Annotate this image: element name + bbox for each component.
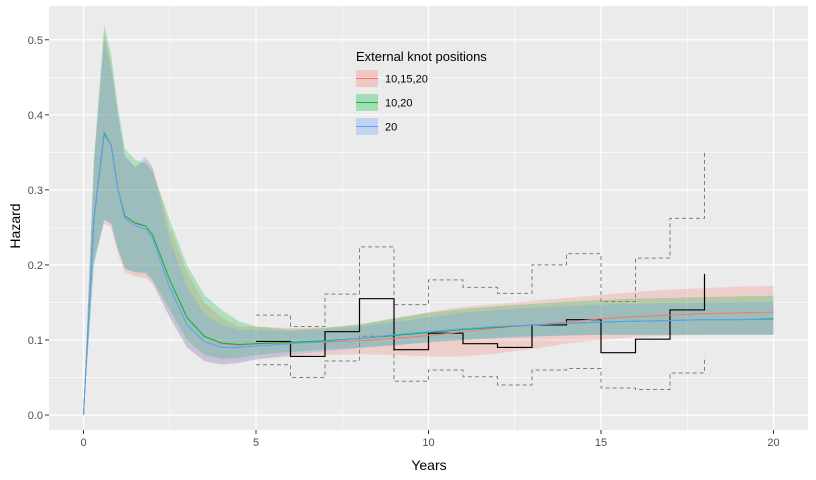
y-tick-label: 0.1	[28, 335, 43, 347]
empirical-ci-steps	[256, 150, 705, 390]
empirical-upper-step	[256, 150, 705, 327]
x-axis-ticks: 0 5 10 15 20	[80, 430, 780, 449]
y-tick-label: 0.4	[28, 110, 43, 122]
series-lines	[83, 131, 774, 416]
legend-item-10-15-20: 10,15,20	[356, 70, 428, 87]
x-tick-label: 20	[767, 437, 779, 449]
x-tick-label: 5	[253, 437, 259, 449]
x-tick-label: 0	[80, 437, 86, 449]
y-axis-ticks: 0.0 0.1 0.2 0.3 0.4 0.5	[28, 35, 49, 422]
legend-label-10-15-20: 10,15,20	[385, 74, 428, 86]
y-tick-label: 0.2	[28, 260, 43, 272]
legend-item-10-20: 10,20	[356, 94, 413, 111]
legend-item-20: 20	[356, 118, 397, 135]
legend-label-20: 20	[385, 122, 397, 134]
empirical-estimate-steps	[256, 273, 706, 358]
y-tick-label: 0.3	[28, 185, 43, 197]
y-tick-label: 0.5	[28, 35, 43, 47]
x-axis-title: Years	[411, 457, 446, 473]
empirical-estimate-step	[256, 273, 706, 358]
legend-title: External knot positions	[356, 49, 487, 64]
legend: External knot positions 10,15,20 10,20 2…	[356, 49, 487, 135]
y-tick-label: 0.0	[28, 410, 43, 422]
legend-label-10-20: 10,20	[385, 98, 413, 110]
y-axis-title: Hazard	[7, 203, 23, 248]
empirical-lower-step	[256, 335, 705, 390]
x-tick-label: 10	[422, 437, 434, 449]
series-line-3	[83, 132, 774, 416]
ci-band-series-2	[83, 24, 774, 415]
x-tick-label: 15	[595, 437, 607, 449]
